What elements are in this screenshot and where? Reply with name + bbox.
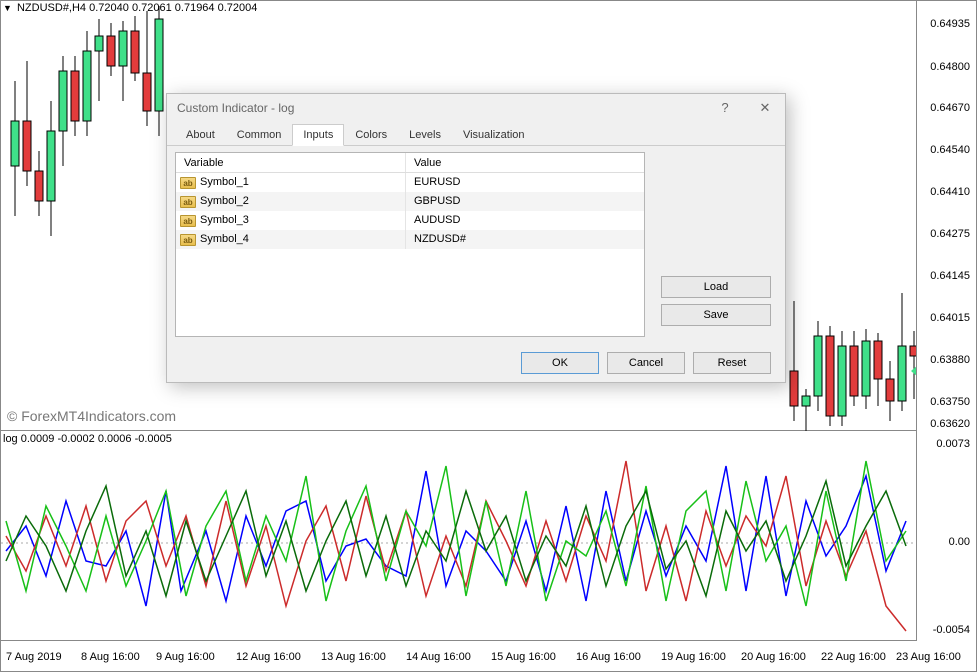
variable-value[interactable]: NZDUSD# <box>406 230 644 249</box>
symbol-label: NZDUSD#,H4 <box>17 2 86 14</box>
tab-inputs[interactable]: Inputs <box>292 124 344 146</box>
tab-about[interactable]: About <box>175 124 226 146</box>
chevron-down-icon: ▼ <box>3 3 12 13</box>
chart-title: ▼ NZDUSD#,H4 0.72040 0.72061 0.71964 0.7… <box>3 2 257 14</box>
ohlc-l: 0.71964 <box>175 2 215 14</box>
time-tick: 7 Aug 2019 <box>6 651 62 663</box>
price-tick: 0.64800 <box>930 61 970 73</box>
grid-row[interactable]: ab Symbol_3 AUDUSD <box>176 211 644 230</box>
tab-levels[interactable]: Levels <box>398 124 452 146</box>
price-tick: 0.64015 <box>930 312 970 324</box>
dialog-tabs: AboutCommonInputsColorsLevelsVisualizati… <box>167 122 785 146</box>
tab-visualization[interactable]: Visualization <box>452 124 536 146</box>
variable-name: Symbol_2 <box>200 192 249 211</box>
indicator-tick: -0.0054 <box>933 624 970 636</box>
grid-row[interactable]: ab Symbol_2 GBPUSD <box>176 192 644 211</box>
ohlc-o: 0.72040 <box>89 2 129 14</box>
save-button[interactable]: Save <box>661 304 771 326</box>
indicator-dialog: Custom Indicator - log ? ✕ AboutCommonIn… <box>166 93 786 383</box>
time-tick: 20 Aug 16:00 <box>741 651 806 663</box>
time-axis: 7 Aug 2019 8 Aug 16:00 9 Aug 16:00 12 Aug 1… <box>1 641 976 671</box>
grid-row[interactable]: ab Symbol_1 EURUSD <box>176 173 644 192</box>
time-tick: 15 Aug 16:00 <box>491 651 556 663</box>
price-axis: 0.64935 0.64800 0.64670 0.64540 0.64410 0.642… <box>916 1 976 431</box>
help-button[interactable]: ? <box>705 94 745 122</box>
grid-header: Variable Value <box>176 153 644 173</box>
variable-name: Symbol_4 <box>200 230 249 249</box>
tab-colors[interactable]: Colors <box>344 124 398 146</box>
time-tick: 23 Aug 16:00 <box>896 651 961 663</box>
variable-name: Symbol_3 <box>200 211 249 230</box>
time-tick: 12 Aug 16:00 <box>236 651 301 663</box>
price-tick: 0.63750 <box>930 396 970 408</box>
string-type-icon: ab <box>180 215 196 227</box>
price-tick: 0.64145 <box>930 270 970 282</box>
indicator-axis: 0.0073 0.00 -0.0054 <box>916 431 976 641</box>
price-tick: 0.64670 <box>930 102 970 114</box>
variable-value[interactable]: EURUSD <box>406 173 644 192</box>
price-tick: 0.64275 <box>930 228 970 240</box>
col-variable: Variable <box>176 153 406 172</box>
dialog-titlebar[interactable]: Custom Indicator - log ? ✕ <box>167 94 785 122</box>
indicator-tick: 0.00 <box>949 536 970 548</box>
indicator-lines <box>1 431 918 641</box>
close-button[interactable]: ✕ <box>745 94 785 122</box>
load-button[interactable]: Load <box>661 276 771 298</box>
cancel-button[interactable]: Cancel <box>607 352 685 374</box>
price-tick: 0.64935 <box>930 18 970 30</box>
watermark: © ForexMT4Indicators.com <box>7 408 176 424</box>
time-tick: 22 Aug 16:00 <box>821 651 886 663</box>
price-tick: 0.63880 <box>930 354 970 366</box>
string-type-icon: ab <box>180 177 196 189</box>
indicator-pane[interactable]: log 0.0009 -0.0002 0.0006 -0.0005 0.0073… <box>1 431 976 641</box>
ohlc-c: 0.72004 <box>218 2 258 14</box>
time-tick: 16 Aug 16:00 <box>576 651 641 663</box>
grid-row[interactable]: ab Symbol_4 NZDUSD# <box>176 230 644 249</box>
tab-common[interactable]: Common <box>226 124 293 146</box>
price-tick: 0.63620 <box>930 418 970 430</box>
variable-value[interactable]: AUDUSD <box>406 211 644 230</box>
time-tick: 13 Aug 16:00 <box>321 651 386 663</box>
indicator-tick: 0.0073 <box>936 438 970 450</box>
variable-name: Symbol_1 <box>200 173 249 192</box>
ok-button[interactable]: OK <box>521 352 599 374</box>
dialog-title-text: Custom Indicator - log <box>177 101 294 115</box>
price-tick: 0.64540 <box>930 144 970 156</box>
string-type-icon: ab <box>180 196 196 208</box>
time-tick: 8 Aug 16:00 <box>81 651 140 663</box>
ohlc-h: 0.72061 <box>132 2 172 14</box>
col-value: Value <box>406 153 644 172</box>
reset-button[interactable]: Reset <box>693 352 771 374</box>
inputs-grid[interactable]: Variable Value ab Symbol_1 EURUSD ab Symbol_… <box>175 152 645 337</box>
variable-value[interactable]: GBPUSD <box>406 192 644 211</box>
time-tick: 19 Aug 16:00 <box>661 651 726 663</box>
price-tick: 0.64410 <box>930 186 970 198</box>
time-tick: 9 Aug 16:00 <box>156 651 215 663</box>
time-tick: 14 Aug 16:00 <box>406 651 471 663</box>
string-type-icon: ab <box>180 234 196 246</box>
